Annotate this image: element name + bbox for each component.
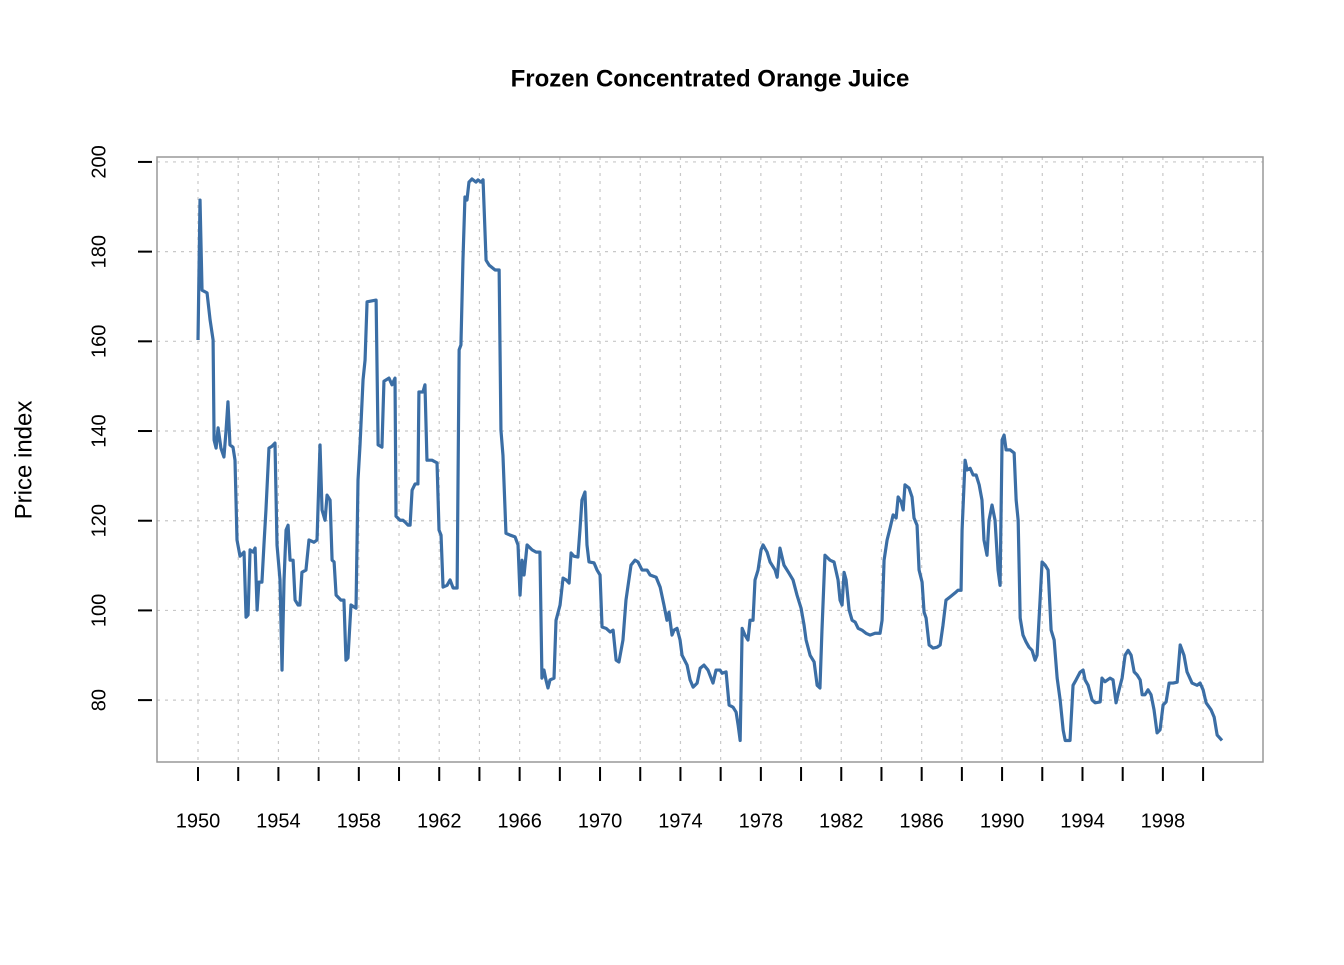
x-tick-label: 1962	[417, 810, 462, 832]
x-tick-label: 1986	[899, 810, 944, 832]
y-tick-label: 160	[88, 325, 110, 358]
y-tick-label: 100	[88, 594, 110, 627]
x-tick-label: 1970	[578, 810, 623, 832]
x-tick-label: 1998	[1141, 810, 1186, 832]
x-tick-label: 1974	[658, 810, 703, 832]
x-tick-label: 1954	[256, 810, 301, 832]
x-tick-label: 1994	[1060, 810, 1105, 832]
x-tick-label: 1982	[819, 810, 864, 832]
plot-frame	[156, 156, 1264, 763]
y-tick-label: 140	[88, 414, 110, 447]
line	[196, 177, 1224, 743]
x-tick-label: 1958	[337, 810, 382, 832]
y-tick-label: 200	[88, 145, 110, 178]
x-tick-label: 1950	[176, 810, 221, 832]
y-tick-label: 120	[88, 504, 110, 537]
chart-title: Frozen Concentrated Orange Juice	[511, 65, 910, 92]
y-tick-label: 180	[88, 235, 110, 268]
x-tick-label: 1990	[980, 810, 1025, 832]
y-axis-label: Price index	[10, 401, 37, 520]
x-tick-label: 1966	[497, 810, 542, 832]
x-tick-label: 1978	[739, 810, 784, 832]
y-tick-label: 80	[88, 689, 110, 711]
